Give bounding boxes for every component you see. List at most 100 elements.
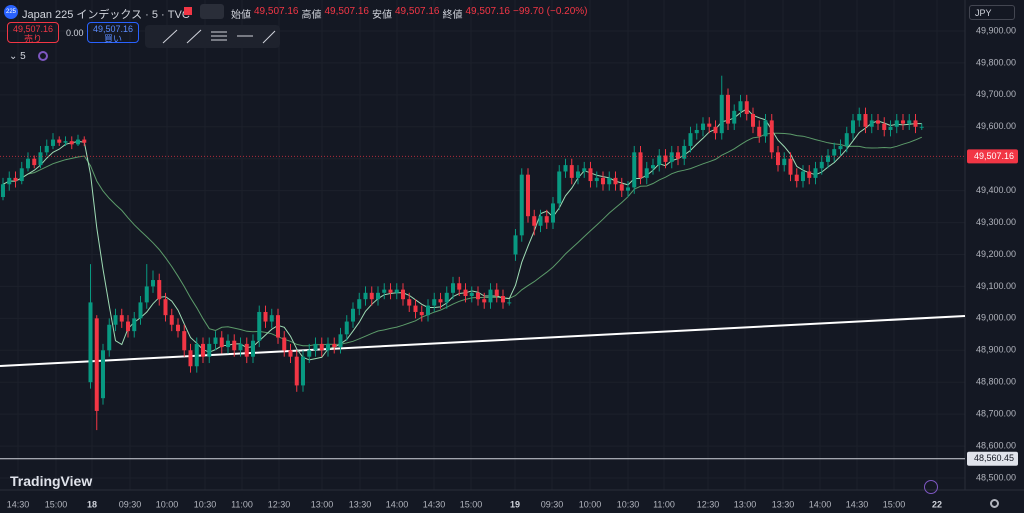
candle-body [363, 292, 368, 300]
candle-body [644, 168, 649, 178]
candle-body [194, 343, 199, 367]
toolbar-icons [162, 29, 276, 44]
y-tick-label: 48,800.00 [976, 377, 1016, 387]
x-tick-label: 19 [510, 499, 520, 509]
candle-body [1, 184, 5, 198]
last-price-box [967, 149, 1018, 164]
ohlc-label: 高値 [301, 10, 322, 21]
candle-body [719, 94, 724, 134]
candle-body [407, 299, 412, 306]
interval[interactable]: ⌄ 5 [9, 51, 26, 62]
last-price-label: 49,507.16 [974, 151, 1014, 161]
candle-body [869, 120, 874, 127]
candle-body [176, 324, 180, 332]
candle-body [651, 165, 655, 169]
candle-body [882, 123, 887, 130]
ohlc-legend: 始値 49,507.16 高値 49,507.16 安値 49,507.16 終値 49,50… [231, 6, 588, 21]
candle-body [126, 321, 130, 332]
candle-body [876, 120, 880, 124]
x-tick-label: 11:00 [231, 499, 253, 509]
candle-body [894, 120, 899, 127]
sell-button[interactable]: 49,507.16 売り [7, 22, 59, 44]
candle-body [57, 139, 62, 143]
candle-body [326, 343, 330, 351]
brand[interactable]: TradingView [10, 473, 93, 489]
eye-toggle[interactable] [200, 4, 224, 19]
spread: 0.00 [66, 28, 84, 38]
candle-body [863, 114, 868, 127]
y-tick-label: 49,100.00 [976, 281, 1016, 291]
candle-body [451, 283, 455, 293]
settings-icon[interactable] [990, 499, 999, 508]
x-tick-label: 13:30 [349, 499, 372, 509]
candle-body [538, 216, 543, 226]
drawing-toolbar[interactable] [145, 25, 280, 48]
candle-body [51, 139, 55, 146]
candle-body [213, 337, 218, 344]
candle-body [851, 120, 855, 134]
candle-body [269, 315, 274, 322]
ohlc-label: 始値 [231, 10, 251, 21]
x-tick-label: 12:30 [268, 499, 291, 509]
candle-body [251, 340, 255, 357]
y-tick-label: 48,900.00 [976, 345, 1016, 355]
candle-body [88, 302, 93, 383]
candle-body [413, 305, 418, 312]
candle-body [701, 123, 705, 130]
candle-body [501, 296, 505, 303]
symbol-title[interactable]: Japan 225 インデックス · 5 · TVC [22, 9, 190, 21]
candle-body [694, 129, 699, 134]
y-tick-label: 49,300.00 [976, 217, 1016, 227]
candle-body [238, 343, 243, 351]
y-tick-label: 48,700.00 [976, 409, 1016, 419]
candle-body [588, 168, 593, 182]
lightning-icon[interactable] [924, 480, 938, 494]
candle-body [757, 126, 762, 137]
interval-value: 5 [20, 51, 26, 62]
candle-body [838, 145, 843, 150]
sell-label: 売り [23, 34, 42, 44]
flag-icon[interactable] [184, 7, 192, 15]
grid [0, 0, 965, 490]
candle-body [76, 139, 80, 145]
buy-label: 買い [103, 34, 122, 44]
x-tick-label: 18 [87, 499, 97, 509]
candle-body [388, 289, 393, 293]
candle-body [188, 350, 193, 367]
candle-body [401, 289, 405, 300]
candle-body [682, 145, 687, 159]
candle-body [82, 139, 87, 143]
candle-body [157, 280, 162, 300]
currency[interactable]: JPY [969, 5, 1015, 20]
candle-body [688, 133, 693, 146]
candle-body [513, 235, 518, 255]
x-tick-label: 10:00 [156, 499, 179, 509]
candle-body [463, 289, 468, 297]
candle-body [69, 141, 74, 145]
buy-button[interactable]: 49,507.16 買い [87, 22, 139, 44]
candle-body [301, 356, 305, 386]
candle-body [19, 168, 24, 182]
candle-body [294, 356, 299, 386]
candle-body [713, 126, 718, 134]
candle-body [919, 126, 924, 128]
candle-body [419, 311, 424, 316]
buy-price: 49,507.16 [92, 24, 134, 34]
candle-body [101, 350, 105, 399]
indicator-icon[interactable] [38, 51, 48, 61]
y-tick-label: 49,200.00 [976, 249, 1016, 259]
candle-body [376, 292, 380, 300]
candle-body [626, 187, 630, 191]
candle-body [807, 171, 812, 178]
ohlc-value: 49,507.16 [254, 6, 299, 17]
candle-body [769, 120, 774, 153]
candle-body [169, 315, 174, 325]
candle-body [826, 155, 830, 162]
trend-line [0, 315, 966, 367]
candle-body [788, 158, 793, 175]
candle-body [226, 340, 230, 348]
candle-body [263, 311, 268, 322]
x-tick-label: 14:00 [809, 499, 832, 509]
candle-body [532, 216, 537, 226]
candle-body [44, 145, 49, 153]
